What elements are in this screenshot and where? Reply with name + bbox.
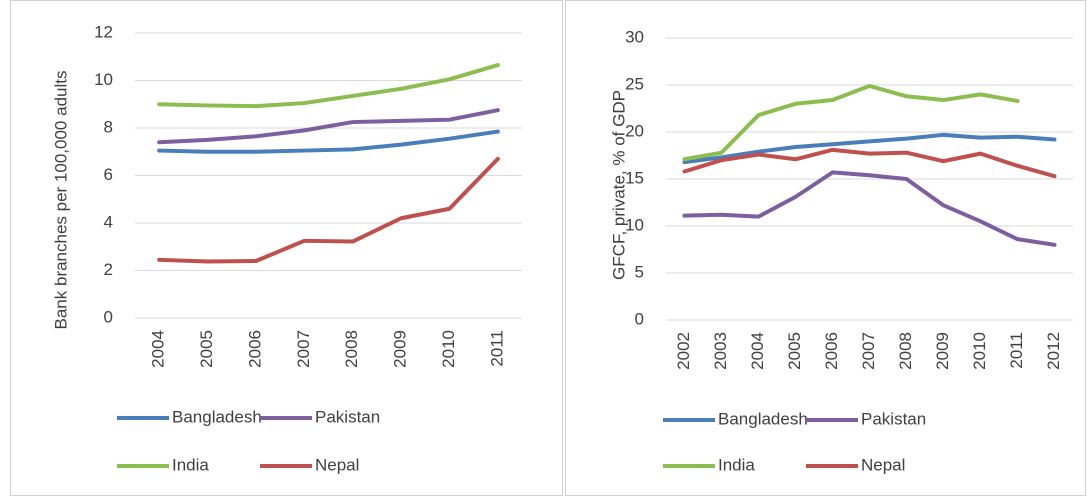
series-line bbox=[682, 147, 1057, 179]
y-tick-label: 12 bbox=[94, 22, 113, 41]
series-line bbox=[157, 156, 500, 264]
y-tick-label: 15 bbox=[625, 168, 644, 187]
series-line bbox=[157, 108, 500, 145]
series-line bbox=[157, 63, 500, 109]
series-line bbox=[157, 129, 500, 154]
y-tick-label: 5 bbox=[635, 262, 644, 281]
y-tick-label: 10 bbox=[94, 70, 113, 89]
y-axis-label: GFCF, private, % of GDP bbox=[609, 90, 628, 280]
series-line bbox=[682, 170, 1057, 247]
legend-label: Nepal bbox=[861, 455, 905, 474]
x-tick-label: 2010 bbox=[970, 332, 989, 370]
y-axis-label: Bank branches per 100,000 adults bbox=[51, 71, 70, 330]
x-tick-label: 2002 bbox=[674, 332, 693, 370]
x-tick-label: 2007 bbox=[859, 332, 878, 370]
y-tick-label: 20 bbox=[625, 121, 644, 140]
y-tick-label: 25 bbox=[625, 74, 644, 93]
legend-label: India bbox=[718, 455, 755, 474]
x-tick-label: 2004 bbox=[149, 330, 168, 368]
x-tick-label: 2012 bbox=[1044, 332, 1063, 370]
legend-label: India bbox=[172, 455, 209, 474]
y-tick-label: 8 bbox=[104, 117, 113, 136]
x-tick-label: 2008 bbox=[896, 332, 915, 370]
y-tick-label: 10 bbox=[625, 215, 644, 234]
legend-label: Pakistan bbox=[315, 407, 380, 426]
x-tick-label: 2009 bbox=[933, 332, 952, 370]
chart-frame bbox=[565, 0, 1086, 496]
y-tick-label: 6 bbox=[104, 165, 113, 184]
x-tick-label: 2005 bbox=[197, 330, 216, 368]
y-tick-label: 0 bbox=[104, 307, 113, 326]
y-tick-label: 4 bbox=[104, 212, 113, 231]
x-tick-label: 2005 bbox=[785, 332, 804, 370]
x-tick-label: 2003 bbox=[711, 332, 730, 370]
x-tick-label: 2011 bbox=[487, 330, 506, 367]
x-tick-label: 2009 bbox=[391, 330, 410, 368]
legend-label: Pakistan bbox=[861, 409, 926, 428]
x-tick-label: 2007 bbox=[294, 330, 313, 368]
x-tick-label: 2006 bbox=[245, 330, 264, 368]
legend-label: Bangladesh bbox=[718, 409, 808, 428]
y-tick-label: 2 bbox=[104, 260, 113, 279]
x-tick-label: 2011 bbox=[1007, 332, 1026, 369]
y-tick-label: 30 bbox=[625, 27, 644, 46]
x-tick-label: 2004 bbox=[748, 332, 767, 370]
series-line bbox=[682, 132, 1057, 165]
legend-label: Nepal bbox=[315, 455, 359, 474]
x-tick-label: 2008 bbox=[342, 330, 361, 368]
legend-label: Bangladesh bbox=[172, 407, 262, 426]
series-line bbox=[682, 83, 1020, 162]
x-tick-label: 2010 bbox=[439, 330, 458, 368]
x-tick-label: 2006 bbox=[822, 332, 841, 370]
y-tick-label: 0 bbox=[635, 309, 644, 328]
